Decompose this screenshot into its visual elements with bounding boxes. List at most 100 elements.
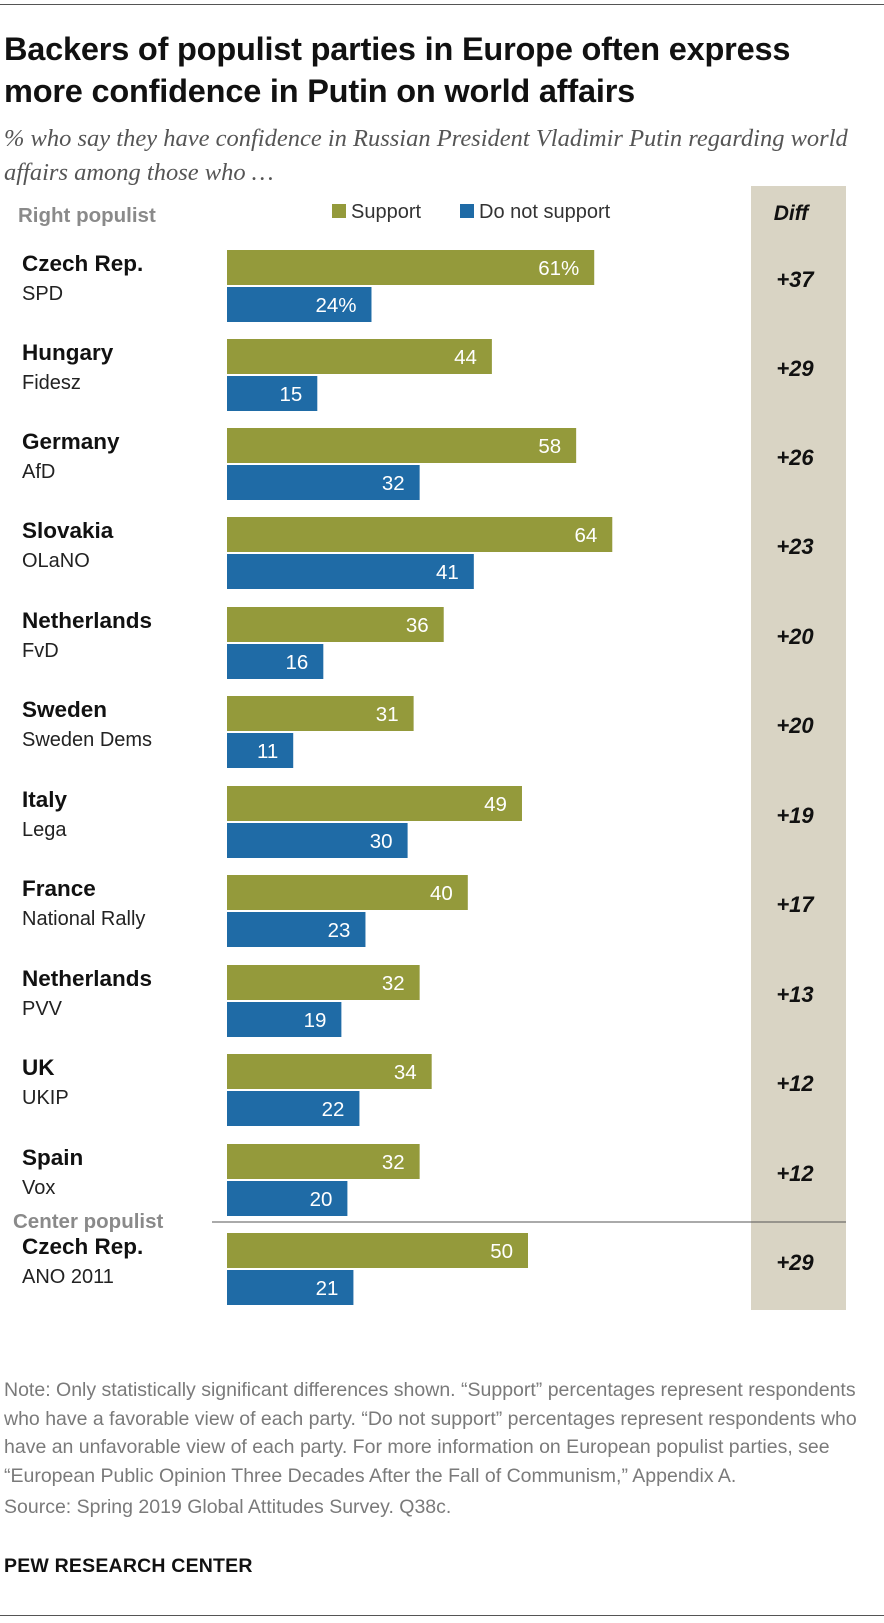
row-party-label: AfD — [22, 461, 55, 483]
bar-support-label: 61% — [538, 257, 579, 280]
diff-header: Diff — [774, 202, 811, 225]
row-party-label: Lega — [22, 819, 67, 841]
bar-support — [227, 1233, 528, 1268]
row-country-label: Italy — [22, 787, 68, 812]
diff-value: +20 — [776, 713, 814, 738]
row-party-label: Fidesz — [22, 372, 81, 394]
bar-not-support — [227, 823, 408, 858]
row-country-label: Hungary — [22, 340, 114, 365]
diff-column-bg — [751, 186, 846, 1310]
row-party-label: National Rally — [22, 908, 145, 930]
bar-not-support-label: 24% — [315, 294, 356, 317]
row-country-label: France — [22, 876, 96, 901]
diff-value: +20 — [776, 624, 814, 649]
bar-support — [227, 517, 613, 552]
group-label: Center populist — [13, 1210, 164, 1233]
bar-not-support-label: 30 — [370, 830, 393, 853]
bar-not-support — [227, 912, 366, 947]
group-label: Right populist — [18, 204, 156, 227]
row-country-label: Czech Rep. — [22, 1234, 143, 1259]
bar-not-support — [227, 287, 372, 322]
diff-value: +12 — [776, 1161, 814, 1186]
row-country-label: Slovakia — [22, 518, 114, 543]
row-party-label: PVV — [22, 998, 63, 1020]
bar-not-support — [227, 465, 420, 500]
bar-not-support-label: 20 — [310, 1188, 333, 1211]
bar-support — [227, 250, 595, 285]
bar-support-label: 36 — [406, 614, 429, 637]
bar-not-support — [227, 1002, 342, 1037]
bar-not-support-label: 21 — [316, 1277, 339, 1300]
bar-not-support-label: 22 — [322, 1098, 345, 1121]
bar-support — [227, 786, 522, 821]
row-party-label: OLaNO — [22, 550, 90, 572]
diff-value: +19 — [776, 803, 814, 828]
row-party-label: FvD — [22, 640, 59, 662]
diff-value: +29 — [776, 1250, 814, 1275]
diff-value: +26 — [776, 445, 814, 470]
row-country-label: Netherlands — [22, 966, 152, 991]
chart-source: Source: Spring 2019 Global Attitudes Sur… — [4, 1496, 452, 1518]
row-country-label: UK — [22, 1055, 55, 1080]
row-party-label: ANO 2011 — [22, 1266, 114, 1288]
bar-support-label: 32 — [382, 972, 405, 995]
bar-support — [227, 875, 468, 910]
bar-support — [227, 1144, 420, 1179]
row-party-label: SPD — [22, 283, 63, 305]
bar-not-support-label: 15 — [279, 383, 302, 406]
bar-chart: Diff Support Do not support Right populist C… — [13, 186, 846, 1310]
bar-not-support-label: 19 — [304, 1009, 327, 1032]
chart-subtitle: % who say they have confidence in Russia… — [4, 125, 848, 186]
footer-brand: PEW RESEARCH CENTER — [4, 1555, 253, 1577]
bar-support-label: 40 — [430, 882, 453, 905]
bar-not-support — [227, 1270, 354, 1305]
bar-support-label: 58 — [538, 435, 561, 458]
bar-not-support — [227, 1181, 348, 1216]
bar-support-label: 49 — [484, 793, 507, 816]
bar-support — [227, 607, 444, 642]
bar-not-support-label: 32 — [382, 472, 405, 495]
bar-support-label: 44 — [454, 346, 477, 369]
bar-support-label: 32 — [382, 1151, 405, 1174]
bar-support — [227, 1054, 432, 1089]
top-rule — [0, 4, 884, 5]
bar-support — [227, 339, 492, 374]
bar-not-support — [227, 644, 324, 679]
diff-value: +37 — [776, 267, 815, 292]
bar-not-support — [227, 733, 294, 768]
bar-not-support — [227, 1091, 360, 1126]
bar-not-support — [227, 554, 474, 589]
diff-value: +29 — [776, 356, 814, 381]
bar-support-label: 64 — [574, 524, 597, 547]
bar-not-support-label: 23 — [328, 919, 351, 942]
bar-support — [227, 965, 420, 1000]
bar-not-support — [227, 376, 318, 411]
legend-swatch-not-support — [460, 204, 474, 218]
bar-support — [227, 428, 577, 463]
row-party-label: Sweden Dems — [22, 729, 152, 751]
bar-not-support-label: 16 — [286, 651, 309, 674]
bar-not-support-label: 41 — [436, 561, 459, 584]
row-country-label: Spain — [22, 1145, 83, 1170]
bar-support-label: 34 — [394, 1061, 417, 1084]
legend-label-not-support: Do not support — [479, 201, 611, 223]
row-country-label: Sweden — [22, 697, 107, 722]
row-party-label: Vox — [22, 1177, 55, 1199]
bar-support-label: 31 — [376, 703, 399, 726]
bar-support-label: 50 — [490, 1240, 513, 1263]
chart-note: Note: Only statistically significant dif… — [4, 1379, 857, 1487]
bottom-rule — [0, 1615, 884, 1616]
row-party-label: UKIP — [22, 1087, 69, 1109]
diff-value: +23 — [776, 534, 813, 559]
row-country-label: Czech Rep. — [22, 251, 143, 276]
diff-value: +13 — [776, 982, 813, 1007]
row-country-label: Netherlands — [22, 608, 152, 633]
row-country-label: Germany — [22, 429, 120, 454]
diff-value: +12 — [776, 1071, 814, 1096]
chart-title: Backers of populist parties in Europe of… — [4, 31, 791, 109]
bar-support — [227, 696, 414, 731]
legend-label-support: Support — [351, 201, 421, 223]
legend-swatch-support — [332, 204, 346, 218]
diff-value: +17 — [776, 892, 815, 917]
bar-not-support-label: 11 — [257, 740, 278, 763]
